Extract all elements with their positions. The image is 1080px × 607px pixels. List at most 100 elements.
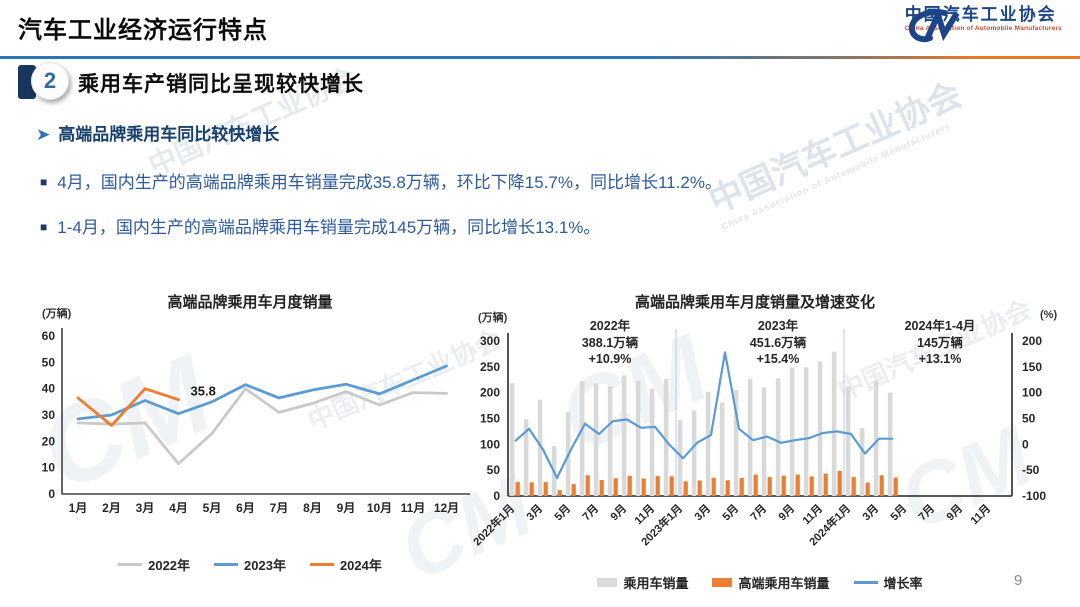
svg-text:40: 40 (42, 382, 56, 396)
svg-text:11月: 11月 (968, 502, 993, 527)
caam-logo: 中国汽车工业协会 China Association of Automobile… (904, 5, 1062, 43)
left-axis-unit: (万辆) (478, 312, 508, 324)
legend-item: 增长率 (853, 573, 923, 592)
legend-label: 2024年 (339, 558, 382, 573)
legend-item: 高端乘用车销量 (712, 573, 830, 592)
svg-text:0: 0 (493, 489, 500, 503)
svg-text:5月: 5月 (888, 502, 909, 523)
cm-logo-icon (908, 6, 960, 43)
arrow-bullet-icon: ➤ (36, 125, 51, 144)
page-number: 9 (1014, 572, 1023, 589)
svg-text:5月: 5月 (720, 502, 741, 523)
svg-text:9月: 9月 (944, 502, 965, 523)
legend-swatch (853, 581, 878, 584)
annotation-2023: 2023年 451.6万辆 +15.4% (749, 319, 807, 366)
legend-swatch (597, 578, 618, 587)
axes (507, 333, 1013, 497)
square-bullet-icon: ■ (40, 175, 48, 189)
legend-label: 2023年 (244, 558, 286, 573)
legend-item: 2024年 (309, 555, 382, 574)
square-bullet-icon: ■ (40, 220, 48, 234)
annotation-2022: 2022年 388.1万辆 +10.9% (581, 319, 639, 366)
svg-text:2月: 2月 (102, 501, 121, 515)
point-label: 35.8 (191, 384, 216, 399)
svg-text:10: 10 (42, 461, 56, 475)
chart-title: 高端品牌乘用车月度销量 (167, 294, 333, 311)
svg-text:20: 20 (42, 434, 56, 448)
svg-text:100: 100 (1022, 386, 1042, 400)
bars-passenger (509, 351, 893, 496)
svg-text:150: 150 (480, 412, 500, 426)
svg-text:3月: 3月 (524, 502, 545, 523)
svg-text:50: 50 (1022, 412, 1036, 426)
svg-text:6月: 6月 (236, 501, 255, 515)
svg-text:8月: 8月 (303, 501, 322, 515)
subheading: ➤ 高端品牌乘用车同比较快增长 (36, 125, 280, 144)
svg-text:7月: 7月 (748, 502, 769, 523)
legend-label: 乘用车销量 (623, 576, 689, 591)
svg-text:11月: 11月 (800, 502, 825, 527)
svg-text:2022年1月: 2022年1月 (470, 501, 517, 548)
svg-text:200: 200 (1022, 334, 1042, 348)
svg-text:3月: 3月 (136, 501, 155, 515)
right-axis-unit: (%) (1040, 309, 1058, 321)
series-line-2024年 (76, 387, 180, 427)
svg-text:9月: 9月 (337, 501, 356, 515)
svg-text:7月: 7月 (916, 502, 937, 523)
svg-text:3月: 3月 (860, 502, 881, 523)
svg-text:4月: 4月 (169, 501, 188, 515)
legend-swatch (214, 563, 239, 566)
watermark: 中国汽车工业协会 China Association of Automobile … (703, 75, 968, 232)
page-title: 汽车工业经济运行特点 (18, 17, 268, 44)
svg-text:7月: 7月 (580, 502, 601, 523)
legend-swatch (712, 578, 733, 587)
svg-text:30: 30 (42, 408, 56, 422)
svg-text:250: 250 (480, 360, 500, 374)
legend-item: 2022年 (118, 555, 190, 574)
svg-text:12月: 12月 (434, 501, 459, 515)
svg-text:7月: 7月 (270, 501, 289, 515)
svg-text:11月: 11月 (401, 501, 426, 515)
svg-text:0: 0 (1022, 437, 1029, 451)
header-divider (0, 56, 1080, 59)
legend-label: 高端乘用车销量 (738, 576, 830, 591)
bars-premium (515, 470, 898, 496)
svg-text:5月: 5月 (552, 502, 573, 523)
svg-text:300: 300 (480, 334, 500, 348)
growth-rate-line (514, 351, 893, 479)
chart-legend: 2022年 2023年 2024年 (20, 555, 480, 574)
annotation-2024: 2024年1-4月 145万辆 +13.1% (904, 319, 976, 366)
svg-text:150: 150 (1022, 360, 1042, 374)
svg-text:10月: 10月 (367, 501, 392, 515)
legend-label: 2022年 (148, 558, 191, 573)
combo-chart-canvas: 0 50 100 150 200 250 300 -100 -50 0 50 100 150 200 202… (470, 329, 1046, 548)
svg-text:60: 60 (42, 329, 56, 343)
bullet-item: ■ 1-4月，国内生产的高端品牌乘用车销量完成145万辆，同比增长13.1%。 (40, 218, 601, 237)
svg-text:100: 100 (480, 437, 500, 451)
premium-monthly-sales-line-chart: 高端品牌乘用车月度销量 (万辆) 0 10 20 30 40 50 60 1月 2月 3月 4月 5月… (20, 283, 480, 588)
legend-swatch (118, 563, 143, 566)
section-number-badge: 2 (31, 62, 69, 100)
line-chart-canvas: 0 10 20 30 40 50 60 1月 2月 3月 4月 5月 6月 7月 8月 9月 10月 11月 12月… (42, 328, 470, 515)
legend-label: 增长率 (883, 576, 923, 591)
series-line-2022年 (76, 387, 448, 466)
svg-text:-100: -100 (1022, 489, 1046, 503)
chart-title: 高端品牌乘用车月度销量及增速变化 (634, 294, 875, 311)
svg-text:9月: 9月 (776, 502, 797, 523)
svg-text:50: 50 (487, 463, 501, 477)
logo-name-en: China Association of Automobile Manufact… (904, 24, 1062, 32)
svg-text:11月: 11月 (632, 502, 657, 527)
svg-text:1月: 1月 (69, 501, 88, 515)
axes (61, 328, 470, 495)
svg-text:50: 50 (42, 355, 56, 369)
series-line-2023年 (76, 364, 448, 421)
chart-legend: 乘用车销量 高端乘用车销量 增长率 (470, 573, 1050, 592)
y-axis-unit: (万辆) (42, 308, 72, 320)
legend-item: 2023年 (214, 555, 286, 574)
svg-text:-50: -50 (1022, 463, 1040, 477)
svg-text:9月: 9月 (608, 502, 629, 523)
svg-text:5月: 5月 (203, 501, 222, 515)
svg-text:200: 200 (480, 386, 500, 400)
bullet-item: ■ 4月，国内生产的高端品牌乘用车销量完成35.8万辆，环比下降15.7%，同比增… (40, 173, 722, 192)
